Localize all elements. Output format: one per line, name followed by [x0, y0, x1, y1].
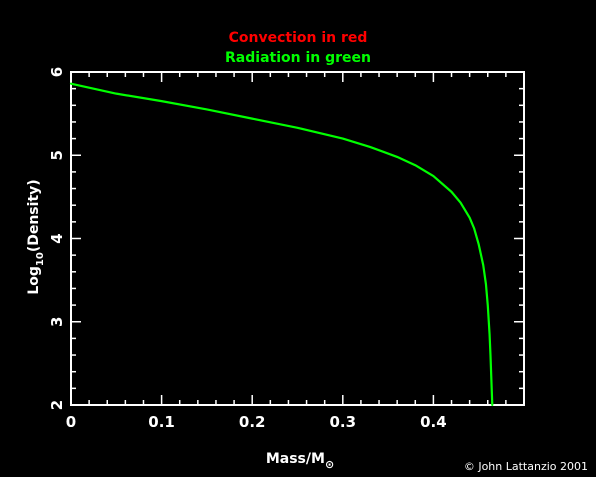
y-axis-label-sub: 10: [35, 252, 46, 266]
x-tick-label: 0.1: [148, 413, 175, 431]
y-tick-label: 2: [48, 400, 66, 410]
x-tick-label: 0.3: [330, 413, 357, 431]
y-axis-label: Log10(Density): [26, 179, 46, 294]
x-axis-label-sun-symbol: ⊙: [325, 458, 334, 471]
title-radiation: Radiation in green: [225, 50, 371, 66]
x-tick-label: 0: [66, 413, 76, 431]
plot-area: 0 0.1 0.2 0.3 0.4 2 3 4 5 6: [48, 67, 525, 431]
x-axis-label: Mass/M⊙: [266, 451, 334, 471]
x-tick-label: 0.2: [239, 413, 266, 431]
density-curve: [69, 82, 494, 407]
title-convection: Convection in red: [229, 30, 368, 46]
y-axis-label-main: Log: [26, 266, 42, 295]
y-tick-label: 4: [48, 233, 66, 243]
y-tick-label: 3: [48, 317, 66, 327]
y-tick-label: 5: [48, 150, 66, 160]
credit-text: © John Lattanzio 2001: [464, 460, 588, 473]
y-axis-label-rest: (Density): [26, 179, 42, 252]
x-axis-label-main: Mass/M: [266, 451, 325, 467]
y-tick-label: 6: [48, 67, 66, 77]
x-tick-label: 0.4: [420, 413, 447, 431]
